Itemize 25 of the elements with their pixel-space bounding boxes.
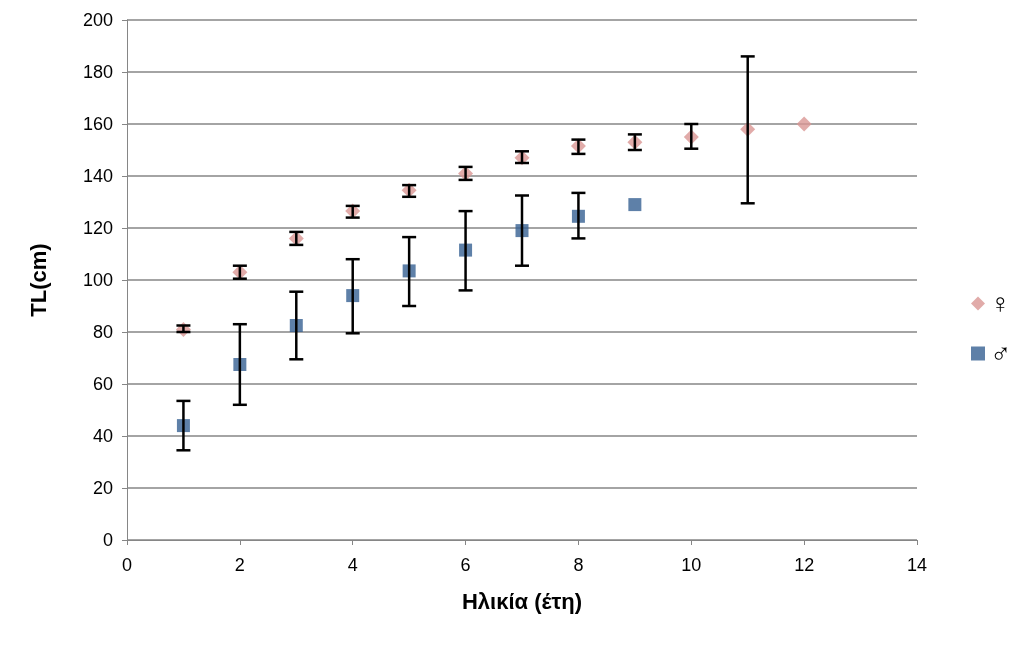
x-tick-label: 14 (906, 555, 928, 575)
x-tick-label: 10 (681, 555, 702, 575)
y-tick-label: 40 (92, 426, 113, 446)
x-tick-label: 8 (573, 555, 584, 575)
y-tick-label: 140 (82, 166, 113, 186)
point (628, 198, 642, 212)
y-tick-label: 120 (82, 218, 113, 238)
y-tick-label: 60 (92, 374, 113, 394)
x-tick-label: 6 (460, 555, 471, 575)
y-axis-title: TL(cm) (25, 243, 51, 317)
x-axis-title: Ηλικία (έτη) (461, 588, 583, 614)
x-tick-label: 4 (347, 555, 358, 575)
y-tick-label: 200 (82, 10, 113, 30)
x-tick-label: 2 (234, 555, 245, 575)
point (796, 116, 812, 132)
y-tick-label: 160 (82, 114, 113, 134)
y-tick-label: 180 (82, 62, 113, 82)
y-tick-label: 100 (82, 270, 113, 290)
legend-label: ♀ (990, 288, 1011, 319)
y-tick-label: 80 (92, 322, 113, 342)
x-tick-label: 0 (121, 555, 133, 575)
y-tick-label: 20 (92, 478, 113, 498)
y-tick-label: 0 (102, 530, 113, 550)
x-tick-label: 12 (794, 555, 815, 575)
legend-label: ♂ (990, 338, 1011, 369)
